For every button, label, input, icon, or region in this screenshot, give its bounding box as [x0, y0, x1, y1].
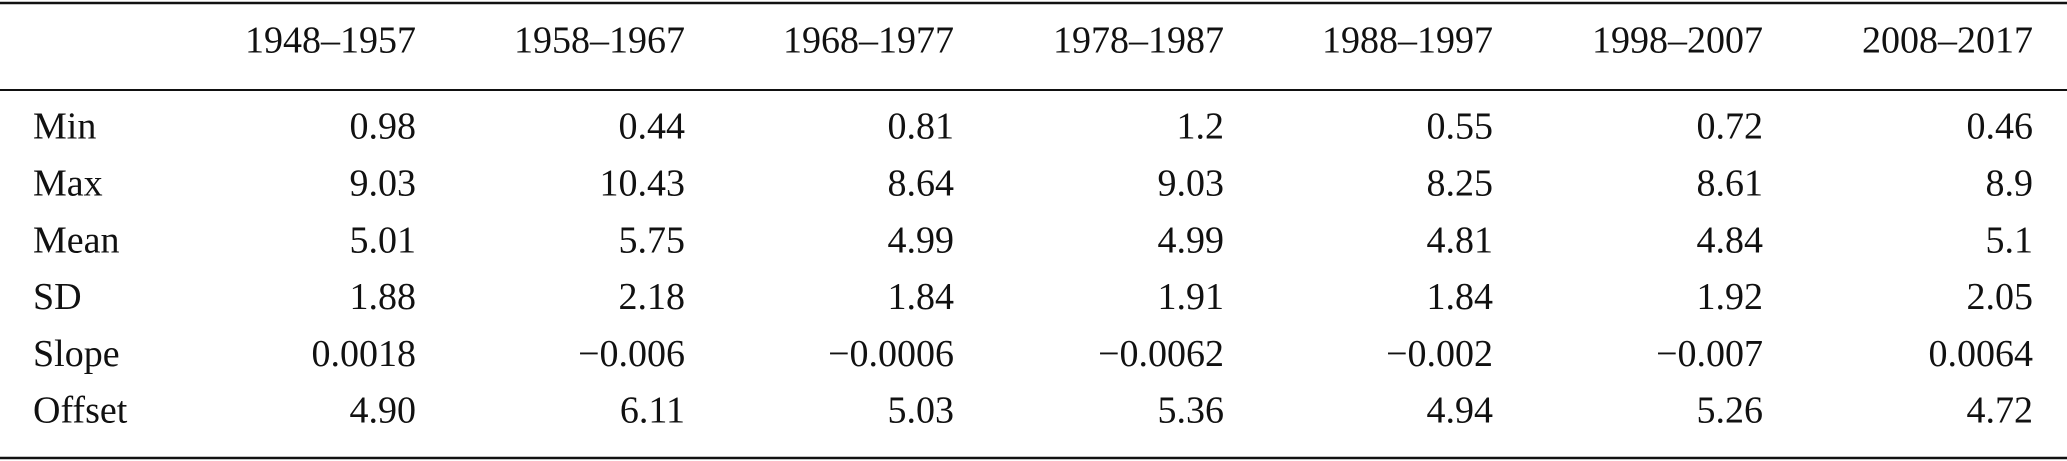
cell: 4.99	[1158, 219, 1225, 261]
cell: −0.0062	[1098, 333, 1224, 375]
cell: 0.55	[1427, 106, 1494, 148]
cell: 0.0064	[1929, 333, 2034, 375]
cell: 1.91	[1158, 276, 1225, 318]
cell: 1.88	[350, 276, 417, 318]
row-label: Offset	[33, 390, 128, 432]
cell: 5.1	[1986, 219, 2034, 261]
cell: 4.84	[1697, 219, 1764, 261]
row-label: SD	[33, 276, 82, 318]
cell: 10.43	[600, 163, 686, 205]
cell: 0.81	[888, 106, 955, 148]
cell: 8.64	[888, 163, 955, 205]
cell: −0.0006	[828, 333, 954, 375]
cell: 5.36	[1158, 390, 1225, 432]
column-header: 1968–1977	[783, 20, 954, 62]
cell: 2.05	[1967, 276, 2034, 318]
column-header: 2008–2017	[1862, 20, 2033, 62]
cell: 8.9	[1986, 163, 2034, 205]
cell: 6.11	[620, 390, 685, 432]
cell: 2.18	[619, 276, 686, 318]
cell: 4.81	[1427, 219, 1494, 261]
cell: 1.2	[1177, 106, 1225, 148]
row-label: Mean	[33, 219, 120, 261]
cell: 5.01	[350, 219, 417, 261]
cell: −0.006	[578, 333, 685, 375]
column-header: 1998–2007	[1592, 20, 1763, 62]
cell: −0.007	[1656, 333, 1763, 375]
cell: 0.72	[1697, 106, 1764, 148]
cell: 0.98	[350, 106, 417, 148]
column-header: 1978–1987	[1053, 20, 1224, 62]
column-header: 1948–1957	[245, 20, 416, 62]
cell: 4.72	[1967, 390, 2034, 432]
cell: 5.75	[619, 219, 686, 261]
cell: 4.94	[1427, 390, 1494, 432]
row-label: Max	[33, 163, 103, 205]
cell: 0.0018	[312, 333, 417, 375]
row-label: Slope	[33, 333, 120, 375]
cell: 8.61	[1697, 163, 1764, 205]
cell: 0.44	[619, 106, 686, 148]
cell: 4.90	[350, 390, 417, 432]
cell: 4.99	[888, 219, 955, 261]
cell: 5.03	[888, 390, 955, 432]
cell: 9.03	[350, 163, 417, 205]
cell: 9.03	[1158, 163, 1225, 205]
cell: 1.84	[1427, 276, 1494, 318]
cell: 0.46	[1967, 106, 2034, 148]
cell: 5.26	[1697, 390, 1764, 432]
cell: 1.84	[888, 276, 955, 318]
cell: 8.25	[1427, 163, 1494, 205]
row-label: Min	[33, 106, 96, 148]
column-header: 1988–1997	[1322, 20, 1493, 62]
cell: −0.002	[1386, 333, 1493, 375]
column-header: 1958–1967	[514, 20, 685, 62]
cell: 1.92	[1697, 276, 1764, 318]
